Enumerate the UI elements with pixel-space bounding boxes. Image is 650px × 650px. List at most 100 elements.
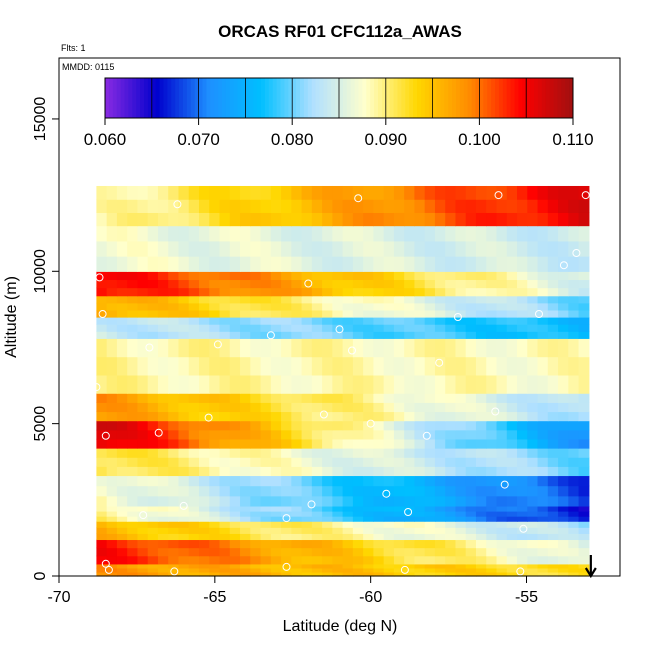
- heat-cell: [342, 539, 354, 549]
- heat-cell: [527, 420, 539, 431]
- heat-cell: [291, 466, 303, 477]
- heat-cell: [178, 511, 190, 517]
- heat-cell: [342, 448, 354, 458]
- heat-cell: [250, 309, 262, 318]
- heat-cell: [157, 438, 169, 449]
- heat-cell: [537, 185, 549, 200]
- heat-cell: [547, 331, 559, 339]
- heat-cell: [260, 539, 272, 549]
- heat-cell: [506, 374, 518, 394]
- heat-cell: [404, 521, 416, 528]
- heat-cell: [496, 457, 508, 467]
- heat-cell: [465, 295, 477, 304]
- colorbar-swatch: [432, 78, 437, 118]
- heat-cell: [527, 331, 539, 339]
- colorbar-swatch: [495, 78, 500, 118]
- heat-cell: [311, 393, 323, 403]
- heat-cell: [270, 317, 282, 325]
- heat-cell: [198, 295, 210, 304]
- heat-cell: [558, 533, 569, 541]
- heat-cell: [116, 295, 128, 304]
- colorbar-swatch: [362, 78, 367, 118]
- heat-cell: [147, 495, 159, 507]
- heat-cell: [322, 356, 333, 376]
- heat-cell: [424, 317, 436, 325]
- heat-cell: [445, 527, 457, 534]
- heat-cell: [322, 240, 333, 257]
- heat-cell: [219, 225, 231, 242]
- colorbar-swatch: [459, 78, 465, 118]
- heat-cell: [250, 295, 262, 304]
- heat-cell: [393, 402, 405, 413]
- sample-point: [104, 565, 113, 574]
- heat-cell: [116, 411, 128, 422]
- heat-cell: [547, 324, 559, 332]
- heat-cell: [178, 302, 190, 311]
- heat-cell: [465, 547, 477, 557]
- heat-cell: [445, 287, 457, 297]
- colorbar-swatch: [179, 78, 184, 118]
- heat-cell: [547, 212, 559, 227]
- heat-cell: [517, 374, 528, 394]
- heat-cell: [240, 448, 251, 458]
- heat-cell: [281, 539, 292, 549]
- heat-cell: [527, 466, 539, 477]
- heat-cell: [198, 571, 210, 577]
- heat-cell: [404, 457, 416, 467]
- heat-cell: [434, 539, 446, 549]
- heat-cell: [445, 225, 457, 242]
- heat-cell: [240, 225, 251, 242]
- heat-cell: [568, 199, 580, 213]
- heat-cell: [424, 240, 436, 257]
- heat-cell: [414, 547, 426, 557]
- heat-cell: [301, 374, 313, 394]
- colorbar-swatch: [393, 78, 398, 118]
- heat-cell: [434, 240, 446, 257]
- heat-cell: [260, 185, 272, 200]
- heat-cell: [537, 295, 549, 304]
- heat-cell: [434, 324, 446, 332]
- heat-cell: [568, 324, 580, 332]
- heat-cell: [455, 547, 467, 557]
- heat-cell: [96, 402, 108, 413]
- heat-cell: [178, 466, 190, 477]
- heat-cell: [127, 324, 139, 332]
- heat-cell: [558, 516, 569, 522]
- heat-cell: [352, 527, 364, 534]
- heat-cell: [281, 516, 292, 522]
- colorbar-swatch: [428, 78, 434, 118]
- heat-cell: [404, 516, 416, 522]
- heat-cell: [342, 279, 354, 289]
- heat-cell: [116, 511, 128, 517]
- heat-cell: [198, 393, 210, 403]
- heat-cell: [475, 563, 487, 569]
- heat-cell: [496, 271, 508, 281]
- heat-cell: [517, 429, 528, 440]
- heat-cell: [434, 302, 446, 311]
- heat-cell: [558, 185, 569, 200]
- heat-cell: [363, 212, 374, 227]
- heat-cell: [527, 448, 539, 458]
- heat-cell: [445, 279, 457, 289]
- heat-cell: [291, 302, 303, 311]
- heat-cell: [209, 505, 221, 512]
- heat-cell: [240, 567, 251, 573]
- heat-cell: [568, 563, 580, 569]
- heat-cell: [404, 533, 416, 541]
- heat-cell: [250, 420, 262, 431]
- heat-cell: [96, 287, 108, 297]
- heat-cell: [465, 324, 477, 332]
- heat-cell: [260, 466, 272, 477]
- heat-cell: [301, 309, 313, 318]
- heat-cell: [455, 466, 467, 477]
- heat-cell: [157, 338, 169, 358]
- heat-cell: [157, 411, 169, 422]
- heat-cell: [352, 563, 364, 569]
- heat-cell: [434, 567, 446, 573]
- heat-cell: [198, 199, 210, 213]
- heat-cell: [332, 555, 344, 565]
- heat-cell: [250, 571, 262, 577]
- heat-cell: [157, 295, 169, 304]
- heat-cell: [486, 271, 498, 281]
- heat-cell: [209, 295, 221, 304]
